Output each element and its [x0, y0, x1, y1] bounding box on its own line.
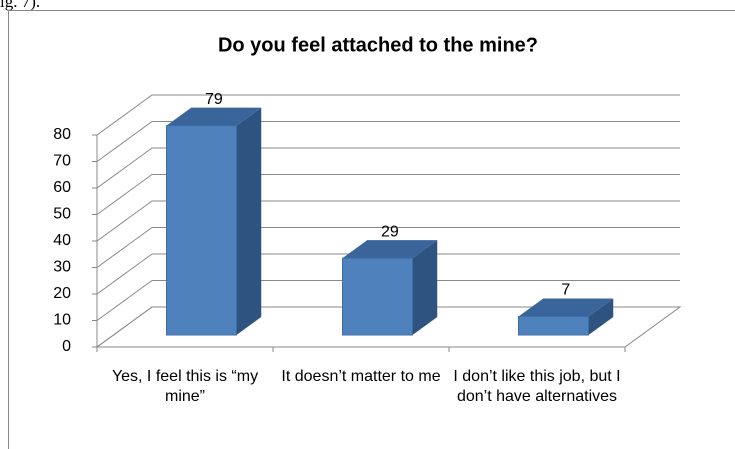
y-tick-label: 20: [53, 285, 71, 302]
y-tick-label: 40: [53, 232, 71, 249]
grid-line: [96, 147, 680, 189]
grid-line: [96, 280, 680, 321]
data-label: 79: [205, 91, 223, 108]
caption-fragment: ig. 7).: [0, 0, 41, 11]
bar-side: [412, 240, 438, 335]
grid-line: [96, 121, 680, 162]
bar-top: [342, 240, 438, 259]
grid-line: [96, 200, 680, 242]
bar-top: [166, 107, 262, 126]
data-label: 29: [381, 223, 399, 240]
grid-line: [96, 306, 680, 348]
chart-title: Do you feel attached to the mine?: [218, 34, 538, 56]
bar-top: [518, 298, 614, 317]
x-tick-label: I don’t like this job, but I don’t have …: [453, 368, 621, 405]
bar-side: [588, 298, 614, 335]
y-tick-label: 10: [53, 312, 71, 329]
chart-border: [8, 10, 735, 449]
grid-line: [96, 94, 680, 136]
y-tick-label: 80: [53, 126, 71, 143]
x-tick-label: It doesn’t matter to me: [281, 368, 441, 385]
grid-line: [96, 227, 680, 268]
y-tick-label: 30: [53, 259, 71, 276]
grid-line: [96, 253, 680, 295]
bar: [342, 257, 413, 336]
bar: [518, 315, 589, 336]
y-tick-label: 70: [53, 153, 71, 170]
grid-line: [96, 174, 680, 215]
x-tick-label: Yes, I feel this is “my mine”: [111, 368, 259, 405]
y-tick-label: 50: [53, 206, 71, 223]
data-label: 7: [561, 282, 570, 299]
bar: [166, 125, 237, 336]
y-tick-label: 60: [53, 179, 71, 196]
bar-side: [236, 107, 262, 336]
y-tick-label: 0: [62, 338, 71, 355]
